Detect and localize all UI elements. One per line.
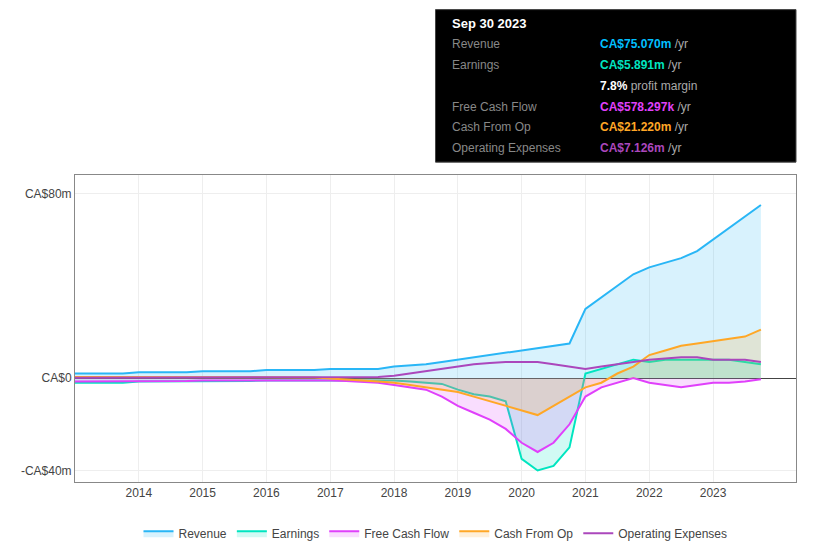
svg-text:CA$21.220m /yr: CA$21.220m /yr (600, 120, 688, 134)
svg-text:2017: 2017 (317, 486, 344, 500)
svg-text:Cash From Op: Cash From Op (452, 120, 531, 134)
svg-text:2022: 2022 (636, 486, 663, 500)
svg-text:Cash From Op: Cash From Op (494, 527, 573, 541)
svg-text:CA$5.891m /yr: CA$5.891m /yr (600, 58, 681, 72)
svg-text:2023: 2023 (700, 486, 727, 500)
svg-text:2020: 2020 (508, 486, 535, 500)
svg-text:CA$80m: CA$80m (25, 187, 72, 201)
svg-text:Sep 30 2023: Sep 30 2023 (452, 16, 526, 31)
svg-text:Free Cash Flow: Free Cash Flow (364, 527, 449, 541)
svg-text:7.8% profit margin: 7.8% profit margin (600, 79, 697, 93)
svg-text:Operating Expenses: Operating Expenses (452, 141, 561, 155)
svg-text:Operating Expenses: Operating Expenses (618, 527, 727, 541)
svg-text:CA$75.070m /yr: CA$75.070m /yr (600, 37, 688, 51)
svg-text:Free Cash Flow: Free Cash Flow (452, 100, 537, 114)
svg-text:2019: 2019 (444, 486, 471, 500)
svg-text:2021: 2021 (572, 486, 599, 500)
svg-text:2014: 2014 (125, 486, 152, 500)
svg-text:CA$7.126m /yr: CA$7.126m /yr (600, 141, 681, 155)
svg-text:2018: 2018 (381, 486, 408, 500)
svg-text:2015: 2015 (189, 486, 216, 500)
svg-text:Revenue: Revenue (452, 37, 500, 51)
svg-text:2016: 2016 (253, 486, 280, 500)
svg-text:Earnings: Earnings (272, 527, 319, 541)
svg-text:Earnings: Earnings (452, 58, 499, 72)
svg-text:-CA$40m: -CA$40m (21, 464, 72, 478)
svg-text:CA$578.297k /yr: CA$578.297k /yr (600, 100, 691, 114)
svg-text:CA$0: CA$0 (42, 371, 72, 385)
svg-text:Revenue: Revenue (179, 527, 227, 541)
